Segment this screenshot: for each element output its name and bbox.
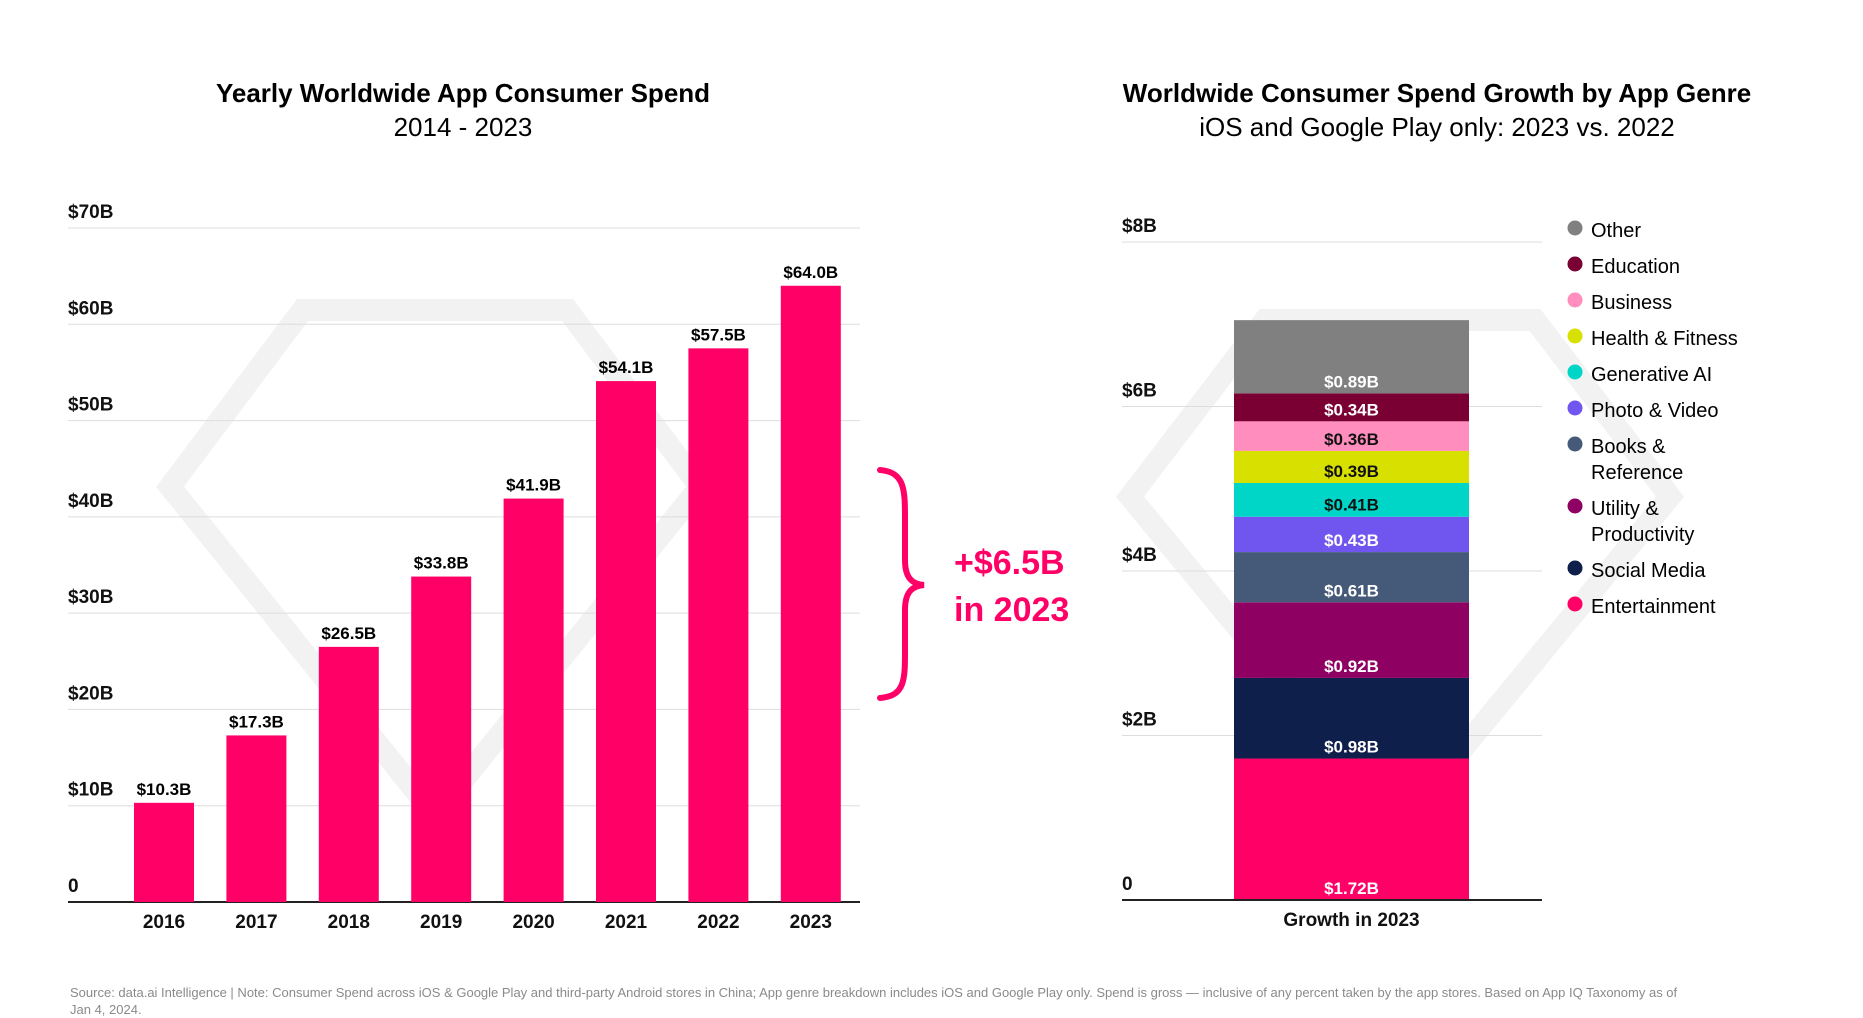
stack-segment [1234,516,1469,553]
legend-swatch [1567,292,1583,308]
legend-label: Social Media [1591,560,1706,582]
watermark-logo [156,299,714,833]
stack-segment [1234,482,1469,517]
bar [226,735,287,902]
data-label: $0.61B [1324,581,1379,600]
bar [688,348,749,902]
data-label: $54.1B [599,358,654,377]
bar [503,498,564,902]
bar [318,646,379,902]
x-tick-label: 2021 [605,912,648,933]
legend-label: Reference [1591,462,1683,484]
data-label: $0.98B [1324,738,1379,757]
data-label: $0.92B [1324,657,1379,676]
legend-label: Books & [1591,436,1666,458]
y-tick-label: 0 [68,876,79,897]
y-tick-label: $60B [68,298,113,319]
data-label: $0.89B [1324,372,1379,391]
legend-label: Photo & Video [1591,400,1719,422]
data-label: $10.3B [137,780,192,799]
brace-annotation [877,467,925,701]
x-tick-label: 2023 [790,912,832,933]
legend-label: Productivity [1591,524,1694,546]
bar [780,285,841,902]
y-tick-label: $40B [68,491,113,512]
bar [411,576,472,902]
y-tick-label: 0 [1122,874,1133,895]
stack-segment [1234,450,1469,483]
data-label: $64.0B [783,263,838,282]
stack-segment [1234,602,1469,678]
stack-segment [1234,758,1469,900]
stack-segment [1234,393,1469,422]
y-tick-label: $30B [68,587,113,608]
x-tick-label: 2022 [697,912,739,933]
watermark-logo [1115,309,1685,843]
annotation-text: in 2023 [954,591,1069,629]
legend-label: Health & Fitness [1591,328,1738,350]
x-tick-label: 2019 [420,912,462,933]
data-label: $0.41B [1324,496,1379,515]
data-label: $0.39B [1324,462,1379,481]
legend-label: Education [1591,256,1680,278]
y-tick-label: $8B [1122,216,1157,237]
y-tick-label: $4B [1122,545,1157,566]
data-label: $57.5B [691,325,746,344]
stack-segment [1234,677,1469,759]
source-footnote: Source: data.ai Intelligence | Note: Con… [70,985,1678,1017]
legend-label: Business [1591,292,1672,314]
data-label: $1.72B [1324,879,1379,898]
annotation-text: +$6.5B [954,544,1065,582]
y-tick-label: $10B [68,780,113,801]
legend-swatch [1567,328,1583,344]
legend-swatch [1567,498,1583,514]
stack-segment [1234,421,1469,451]
chart-title: Worldwide Consumer Spend Growth by App G… [1123,78,1751,108]
chart-subtitle: iOS and Google Play only: 2023 vs. 2022 [1199,112,1675,142]
legend-swatch [1567,400,1583,416]
legend-swatch [1567,436,1583,452]
bar [134,802,194,902]
bar [596,381,656,902]
x-tick-label: Growth in 2023 [1283,910,1419,931]
data-label: $17.3B [229,712,284,731]
legend-label: Other [1591,220,1641,242]
y-tick-label: $6B [1122,381,1157,402]
stack-segment [1234,552,1469,603]
y-tick-label: $2B [1122,710,1157,731]
legend-label: Entertainment [1591,596,1716,618]
chart-subtitle: 2014 - 2023 [394,112,533,142]
y-tick-label: $20B [68,683,113,704]
chart-title: Yearly Worldwide App Consumer Spend [216,78,710,108]
legend-label: Generative AI [1591,364,1712,386]
x-tick-label: 2016 [143,912,185,933]
data-label: $26.5B [321,624,376,643]
legend-swatch [1567,560,1583,576]
x-tick-label: 2018 [328,912,370,933]
data-label: $33.8B [414,554,469,573]
legend-swatch [1567,256,1583,272]
legend-swatch [1567,220,1583,236]
legend-swatch [1567,364,1583,380]
legend-swatch [1567,596,1583,612]
legend-label: Utility & [1591,498,1659,520]
x-tick-label: 2020 [512,912,554,933]
x-tick-label: 2017 [235,912,277,933]
data-label: $0.36B [1324,430,1379,449]
data-label: $0.34B [1324,400,1379,419]
y-tick-label: $50B [68,395,113,416]
stack-segment [1234,320,1469,394]
data-label: $41.9B [506,476,561,495]
data-label: $0.43B [1324,531,1379,550]
y-tick-label: $70B [68,202,113,223]
